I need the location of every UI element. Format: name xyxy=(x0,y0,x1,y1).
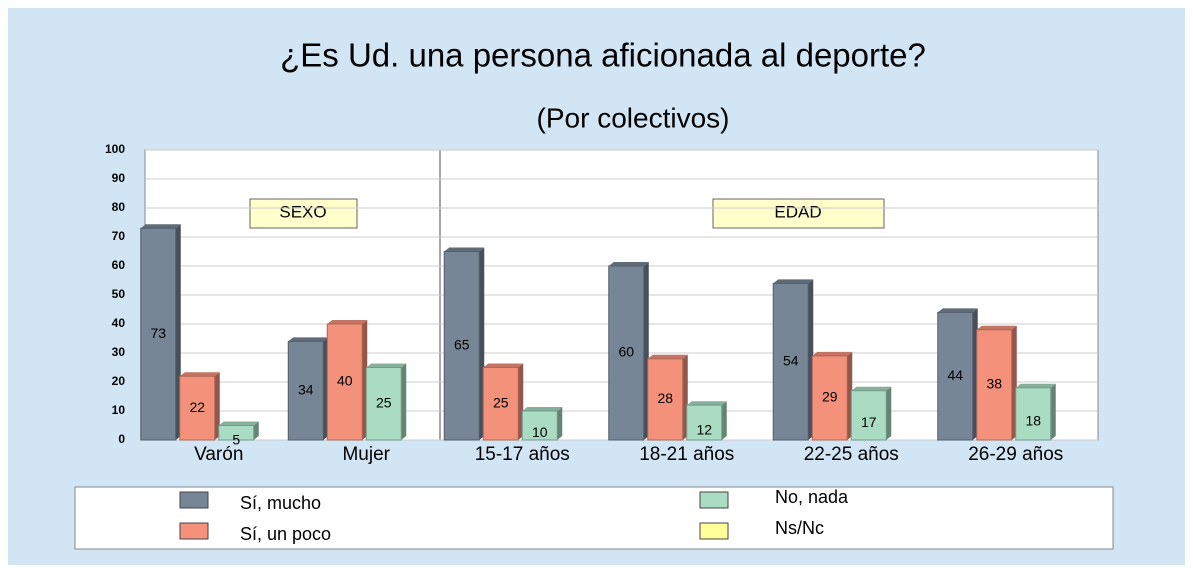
bar xyxy=(937,311,974,441)
x-tick-label: Varón xyxy=(194,444,243,465)
bar-side xyxy=(214,372,220,440)
value-label: 17 xyxy=(861,414,877,430)
value-label: 10 xyxy=(532,424,548,440)
y-tick-label: 0 xyxy=(118,432,125,446)
legend-swatch xyxy=(699,522,729,540)
bar-top xyxy=(483,363,524,368)
y-tick-label: 40 xyxy=(112,316,126,330)
bar-top xyxy=(444,247,485,252)
bar xyxy=(772,282,809,441)
bar-top xyxy=(937,308,978,313)
bar xyxy=(365,367,402,441)
value-label: 25 xyxy=(493,394,509,410)
bar-side xyxy=(1050,383,1056,440)
annotation-box xyxy=(249,198,358,229)
value-label: 5 xyxy=(232,431,240,447)
value-label: 25 xyxy=(376,394,392,410)
value-label: 18 xyxy=(1025,413,1041,429)
bar-side xyxy=(557,407,563,440)
bar-top xyxy=(288,337,329,342)
value-label: 38 xyxy=(986,376,1002,392)
bar xyxy=(443,251,480,441)
bar xyxy=(976,329,1013,441)
annotation: SEXO xyxy=(279,202,326,221)
y-tick-label: 60 xyxy=(112,258,126,272)
value-label: 28 xyxy=(657,390,673,406)
bar xyxy=(686,404,723,441)
bar xyxy=(179,375,216,441)
bar xyxy=(482,367,519,441)
bar-top xyxy=(179,372,220,377)
bar-top xyxy=(647,354,688,359)
bar xyxy=(521,410,558,441)
value-label: 44 xyxy=(947,367,963,383)
chart-subtitle: (Por colectivos) xyxy=(537,102,730,133)
annotation: EDAD xyxy=(774,202,821,221)
chart-title: ¿Es Ud. una persona aficionada al deport… xyxy=(280,37,926,74)
bar-top xyxy=(522,407,563,411)
y-tick-label: 30 xyxy=(112,345,126,359)
y-tick-label: 90 xyxy=(112,171,126,185)
legend-swatch xyxy=(179,522,209,540)
legend-label: No, nada xyxy=(775,487,849,507)
bar xyxy=(1015,387,1052,441)
value-label: 34 xyxy=(298,381,314,397)
legend-label: Ns/Nc xyxy=(775,518,824,538)
bar-top xyxy=(327,320,368,324)
bar-side xyxy=(401,363,407,440)
x-tick-label: 22-25 años xyxy=(804,444,899,465)
legend-label: Sí, mucho xyxy=(240,493,321,513)
value-label: 73 xyxy=(150,325,166,341)
legend-swatch xyxy=(179,491,209,509)
bar xyxy=(287,340,324,441)
bar-top xyxy=(851,386,892,391)
bar xyxy=(811,355,848,441)
legend xyxy=(74,486,1114,550)
y-tick-label: 80 xyxy=(112,200,126,214)
x-tick-label: 15-17 años xyxy=(475,444,570,465)
y-tick-label: 70 xyxy=(112,229,126,243)
bar-top xyxy=(812,351,853,356)
bar xyxy=(326,323,363,441)
x-tick-label: Mujer xyxy=(342,444,390,465)
x-tick-label: 26-29 años xyxy=(968,444,1063,465)
bar-top xyxy=(140,224,181,229)
legend-label: Sí, un poco xyxy=(240,524,331,544)
bar xyxy=(218,425,255,441)
value-label: 22 xyxy=(189,399,205,415)
value-label: 65 xyxy=(454,336,470,352)
bar-top xyxy=(773,279,814,284)
bar xyxy=(647,358,684,441)
x-tick-label: 18-21 años xyxy=(639,444,734,465)
bar-side xyxy=(253,421,259,440)
y-tick-label: 50 xyxy=(112,287,126,301)
bar xyxy=(850,390,887,441)
bar-top xyxy=(976,325,1017,330)
legend-swatch xyxy=(699,491,729,509)
bar xyxy=(140,227,177,441)
bar-top xyxy=(1015,383,1056,388)
y-tick-label: 10 xyxy=(112,403,126,417)
bar-top xyxy=(686,401,727,406)
y-tick-label: 20 xyxy=(112,374,126,388)
value-label: 40 xyxy=(337,373,353,389)
bar-side xyxy=(886,386,892,440)
bar-side xyxy=(721,401,727,440)
annotation-box xyxy=(712,198,885,229)
value-label: 29 xyxy=(822,389,838,405)
value-label: 12 xyxy=(696,421,712,437)
bar-top xyxy=(218,421,259,426)
bar-top xyxy=(608,262,649,266)
y-tick-label: 100 xyxy=(105,142,125,156)
value-label: 54 xyxy=(783,352,799,368)
bar-top xyxy=(366,363,407,368)
bar xyxy=(608,265,645,441)
value-label: 60 xyxy=(618,344,634,360)
